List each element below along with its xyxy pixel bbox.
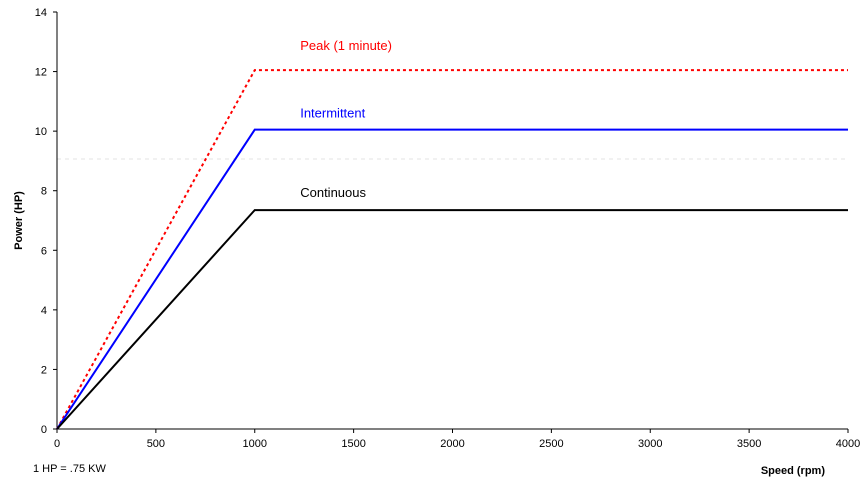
x-tick-label: 2500: [539, 438, 563, 450]
series-lines: [56, 69, 848, 430]
y-tick-label: 6: [41, 245, 47, 257]
series-labels: Peak (1 minute) Intermittent Continuous: [300, 38, 392, 200]
x-axis-title: Speed (rpm): [761, 465, 826, 477]
y-tick-label: 10: [35, 126, 47, 138]
series-label-peak-1-minute: Peak (1 minute): [300, 38, 392, 53]
x-tick-label: 1000: [243, 438, 267, 450]
y-tick-label: 0: [41, 424, 47, 436]
x-tick-label: 500: [147, 438, 165, 450]
x-tick-label: 0: [54, 438, 60, 450]
series-label-intermittent: Intermittent: [300, 106, 365, 121]
y-tick-label: 2: [41, 364, 47, 376]
x-tick-label: 3500: [737, 438, 761, 450]
series-line-continuous: [56, 209, 848, 430]
series-line-peak-1-minute: [56, 69, 848, 430]
y-tick-label: 12: [35, 67, 47, 79]
axes: 0 2 4 6 8 10 12 14 0 500 1000 1500 2000 2500 3000 3500 4…: [35, 7, 860, 450]
y-axis-title: Power (HP): [13, 191, 25, 250]
x-tick-label: 2000: [440, 438, 464, 450]
y-tick-label: 14: [35, 7, 47, 19]
y-tick-label: 4: [41, 305, 47, 317]
x-tick-label: 4000: [836, 438, 860, 450]
series-label-continuous: Continuous: [300, 185, 366, 200]
x-tick-label: 1500: [341, 438, 365, 450]
series-line-intermittent: [56, 128, 848, 430]
y-tick-label: 8: [41, 186, 47, 198]
x-tick-label: 3000: [638, 438, 662, 450]
conversion-note: 1 HP = .75 KW: [33, 463, 106, 475]
